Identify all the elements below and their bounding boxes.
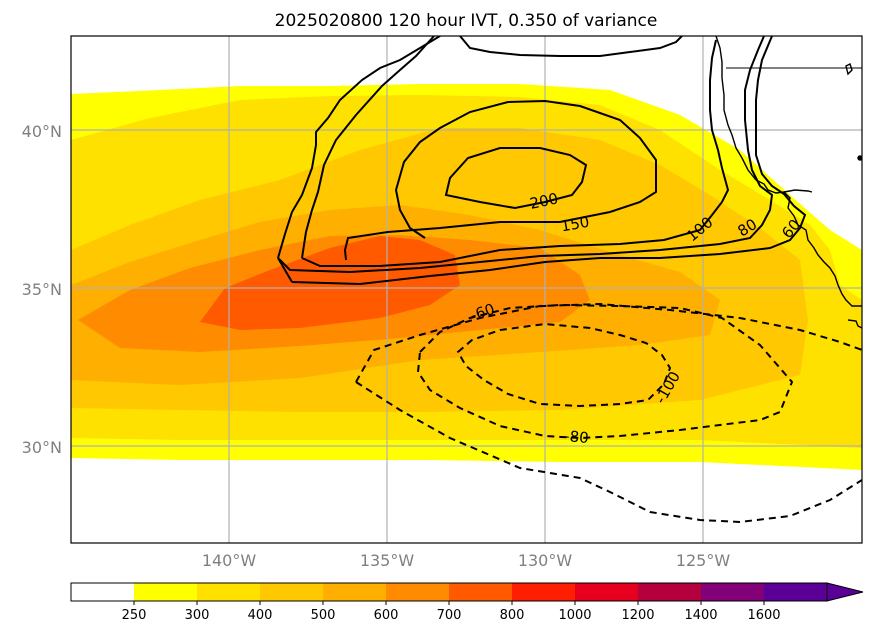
colorbar-tick-label: 250 bbox=[122, 608, 147, 623]
lon-label-135w: 135°W bbox=[360, 551, 415, 570]
positive-contours bbox=[277, 36, 807, 286]
colorbar-tick-label: 1000 bbox=[558, 608, 591, 623]
coastline bbox=[715, 36, 862, 329]
colorbar-segment bbox=[260, 583, 323, 601]
colorbar-segment bbox=[386, 583, 449, 601]
contour-neg-60-lower bbox=[355, 381, 862, 524]
colorbar-segment bbox=[197, 583, 260, 601]
island bbox=[845, 63, 853, 76]
colorbar-extend-arrow bbox=[826, 582, 864, 602]
contour-pos-80-right bbox=[277, 36, 774, 274]
map-area: 200 150 100 80 60 -60 -80 -100 bbox=[71, 36, 862, 543]
colorbar: 250 300 400 500 600 700 800 1000 1200 1400 1600 bbox=[70, 582, 864, 623]
lat-label-30n: 30°N bbox=[22, 438, 62, 457]
coast-dot bbox=[857, 155, 862, 161]
colorbar-tick-label: 1600 bbox=[747, 608, 780, 623]
contour-pos-80 bbox=[277, 36, 441, 259]
colorbar-tick-label: 400 bbox=[248, 608, 273, 623]
contour-pos-100 bbox=[301, 36, 435, 259]
colorbar-tick-label: 1400 bbox=[684, 608, 717, 623]
negative-contours bbox=[355, 302, 862, 524]
map-frame bbox=[70, 35, 863, 544]
coastline-west-coast bbox=[715, 36, 862, 307]
contour-pos-150 bbox=[343, 99, 657, 261]
colorbar-tick-label: 700 bbox=[437, 608, 462, 623]
contour-pos-100-right bbox=[301, 39, 730, 267]
lon-label-125w: 125°W bbox=[676, 551, 731, 570]
contour-pos-60-right bbox=[291, 36, 807, 286]
colorbar-segment bbox=[512, 583, 575, 601]
map-title: 2025020800 120 hour IVT, 0.350 of varian… bbox=[275, 11, 658, 31]
colorbar-tick-label: 300 bbox=[185, 608, 210, 623]
colorbar-segment bbox=[701, 583, 764, 601]
contour-pos-60 bbox=[459, 36, 683, 57]
colorbar-segment bbox=[638, 583, 701, 601]
contour-label-150: 150 bbox=[559, 213, 590, 236]
lat-label-35n: 35°N bbox=[22, 280, 62, 299]
lat-label-40n: 40°N bbox=[22, 122, 62, 141]
contour-label-neg-80: -80 bbox=[563, 427, 589, 447]
contour-label-200: 200 bbox=[528, 189, 560, 213]
colorbar-segment bbox=[323, 583, 386, 601]
colorbar-tick-label: 1200 bbox=[621, 608, 654, 623]
coastline-south bbox=[847, 319, 862, 329]
contour-neg-100 bbox=[456, 322, 672, 408]
colorbar-segment bbox=[764, 583, 827, 601]
colorbar-tick-label: 500 bbox=[311, 608, 336, 623]
colorbar-tick-label: 600 bbox=[374, 608, 399, 623]
lon-label-130w: 130°W bbox=[518, 551, 573, 570]
colorbar-segment bbox=[575, 583, 638, 601]
colorbar-segment bbox=[71, 583, 134, 601]
colorbar-tick-label: 800 bbox=[500, 608, 525, 623]
contour-neg-60 bbox=[355, 302, 862, 383]
colorbar-segment bbox=[449, 583, 512, 601]
contour-pos-60-left bbox=[277, 257, 293, 283]
coastline-bay bbox=[783, 189, 813, 193]
contour-pos-200 bbox=[444, 147, 588, 210]
lon-label-140w: 140°W bbox=[202, 551, 257, 570]
colorbar-segment bbox=[134, 583, 197, 601]
contour-neg-80 bbox=[416, 303, 794, 440]
